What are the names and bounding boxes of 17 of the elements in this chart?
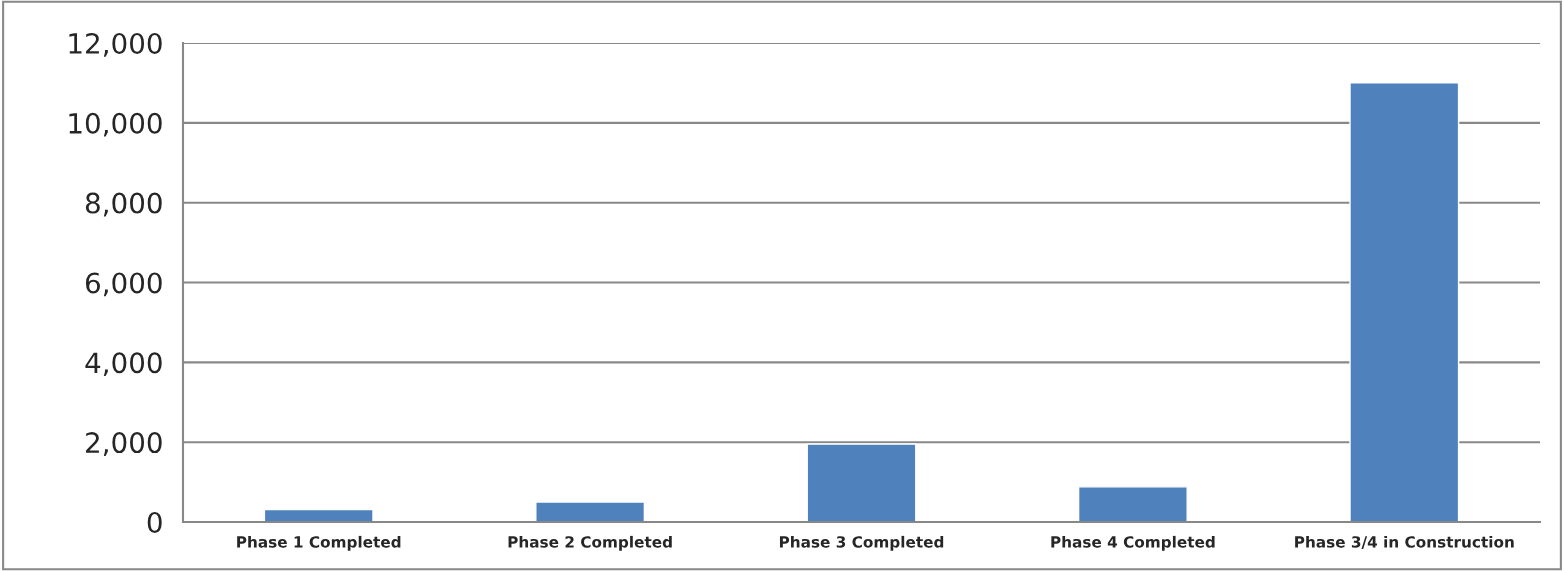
x-tick-label: Phase 2 Completed [508, 535, 672, 551]
bar [806, 443, 917, 522]
y-tick-label: 2,000 [86, 432, 162, 456]
y-tick-label: 0 [147, 511, 162, 533]
bar [1077, 486, 1188, 522]
y-tick-label: 4,000 [85, 352, 162, 377]
y-tick-label: 6,000 [85, 272, 162, 297]
bar [1349, 82, 1460, 522]
x-tick-label: Phase 4 Completed [1051, 535, 1215, 551]
x-tick-label: Phase 3 Completed [779, 535, 944, 551]
bar [263, 508, 374, 522]
x-tick-label: Phase 3/4 in Construction [1295, 535, 1514, 549]
y-tick-label: 12,000 [69, 32, 162, 57]
bar [535, 501, 646, 522]
x-tick-label: Phase 1 Completed [237, 535, 401, 551]
y-tick-label: 10,000 [69, 112, 162, 137]
y-tick-label: 8,000 [85, 192, 162, 217]
